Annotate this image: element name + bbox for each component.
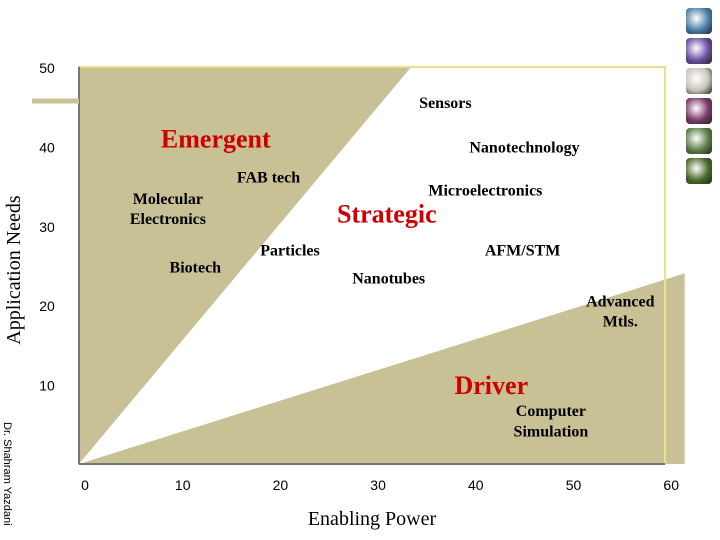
annotation-biotech: Biotech — [170, 259, 222, 276]
annotation-molecular2: Electronics — [130, 211, 206, 228]
x-tick-label: 60 — [663, 477, 679, 493]
y-tick-label: 40 — [39, 139, 55, 155]
annotation-nanotubes: Nanotubes — [352, 270, 425, 287]
x-tick-label: 50 — [566, 477, 582, 493]
y-tick-label: 20 — [39, 298, 55, 314]
annotation-nanotech: Nanotechnology — [469, 139, 579, 156]
annotation-afm: AFM/STM — [485, 243, 561, 260]
annotation-fab: FAB tech — [237, 170, 300, 187]
annotation-adv1: Advanced — [586, 293, 655, 310]
y-tick-label: 50 — [39, 60, 55, 76]
annotation-strategic: Strategic — [337, 199, 437, 228]
chart-frame — [32, 66, 666, 465]
x-tick-label: 0 — [81, 477, 89, 493]
annotation-comp2: Simulation — [514, 424, 589, 441]
plant-icon — [686, 158, 712, 184]
annotation-emergent: Emergent — [161, 125, 271, 154]
molecule-icon — [686, 98, 712, 124]
region-strategic — [79, 67, 685, 464]
leaf-icon — [686, 128, 712, 154]
annotation-adv2: Mtls. — [603, 313, 638, 330]
x-tick-label: 40 — [468, 477, 484, 493]
globe-icon — [686, 8, 712, 34]
annotation-sensors: Sensors — [419, 95, 471, 112]
x-tick-label: 30 — [370, 477, 386, 493]
region-driver — [79, 273, 685, 464]
x-axis-title: Enabling Power — [308, 508, 437, 530]
x-tick-label: 10 — [175, 477, 191, 493]
annotation-driver: Driver — [454, 371, 528, 400]
annotation-micro: Microelectronics — [428, 182, 542, 199]
y-tick-label: 10 — [39, 378, 55, 394]
shell-icon — [686, 68, 712, 94]
x-tick-label: 20 — [273, 477, 289, 493]
y-axis-title: Application Needs — [3, 195, 25, 345]
annotation-comp1: Computer — [516, 403, 586, 420]
annotation-molecular1: Molecular — [133, 191, 203, 208]
y-tick-label: 30 — [39, 219, 55, 235]
credit-text: Dr. Shahram Yazdani — [1, 422, 13, 526]
annotation-particles: Particles — [260, 243, 320, 260]
chart-regions — [79, 67, 685, 464]
atom-icon — [686, 38, 712, 64]
annotations: Sensors Emergent Nanotechnology FAB tech Mic… — [130, 95, 655, 441]
tick-labels: 0 10 20 30 40 50 60 10 20 30 40 50 — [39, 60, 679, 493]
